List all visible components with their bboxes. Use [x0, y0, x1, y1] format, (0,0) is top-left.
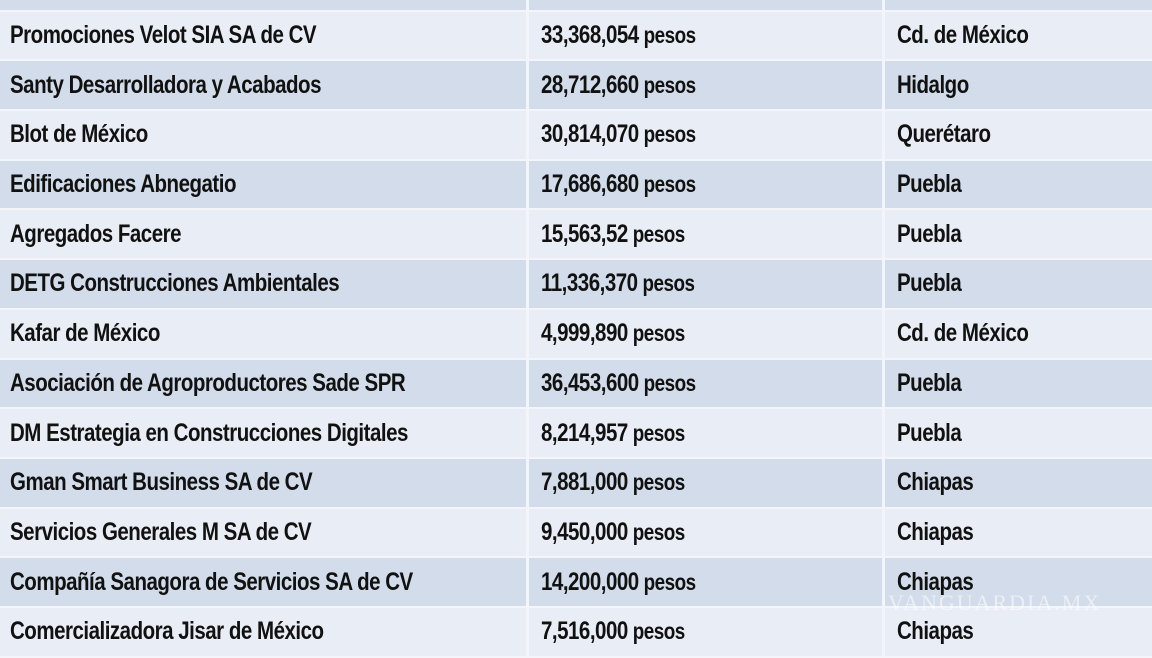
amount-unit: pesos — [643, 369, 697, 396]
amount-cell: 11,336,370 pesos — [529, 260, 885, 308]
amount-cell: 15,563,52 pesos — [529, 210, 885, 259]
amount-value: 14,200,000 — [541, 567, 639, 596]
amount-unit: pesos — [643, 71, 697, 98]
table-row: Agregados Facere 15,563,52 pesos Puebla — [0, 210, 1152, 261]
state-cell: Cd. de México — [897, 21, 1029, 50]
amount-cell: 7,516,000 pesos — [529, 607, 885, 656]
company-cell: Blot de México — [0, 111, 529, 159]
state-cell: Puebla — [897, 269, 962, 298]
state-cell: Puebla — [897, 418, 962, 447]
amount-value: 11,336,370 — [541, 269, 638, 298]
amount-value: 7,516,000 — [541, 617, 628, 646]
amount-unit: pesos — [632, 469, 686, 496]
amount-unit: pesos — [632, 419, 686, 446]
amount-value: 28,712,660 — [541, 70, 639, 99]
company-cell: Agregados Facere — [0, 210, 529, 259]
table-row: Servicios Generales M SA de CV 9,450,000… — [0, 508, 1152, 559]
state-cell: Puebla — [897, 170, 962, 199]
state-cell: Hidalgo — [897, 70, 969, 99]
state-cell: Chiapas — [897, 517, 974, 546]
state-cell: Chiapas — [897, 468, 974, 497]
amount-cell — [529, 0, 885, 10]
table-row: DM Estrategia en Construcciones Digitale… — [0, 409, 1152, 459]
amount-cell: 17,686,680 pesos — [529, 160, 885, 209]
amount-unit: pesos — [632, 518, 686, 545]
company-cell: Edificaciones Abnegatio — [0, 160, 529, 209]
amount-value: 30,814,070 — [541, 120, 639, 149]
table-row: Santy Desarrolladora y Acabados 28,712,6… — [0, 61, 1152, 112]
amount-cell: 7,881,000 pesos — [529, 458, 885, 507]
amount-cell: 4,999,890 pesos — [529, 309, 885, 358]
table-row: Gman Smart Business SA de CV 7,881,000 pe… — [0, 458, 1152, 509]
company-cell: DETG Construcciones Ambientales — [0, 260, 529, 308]
amount-cell: 36,453,600 pesos — [529, 359, 885, 408]
table-row: Compañía Sanagora de Servicios SA de CV … — [0, 558, 1152, 608]
state-cell: Puebla — [897, 219, 962, 248]
amount-unit: pesos — [632, 320, 686, 347]
company-cell: Santy Desarrolladora y Acabados — [0, 61, 529, 110]
amount-value: 15,563,52 — [541, 219, 628, 248]
state-cell: Cd. de México — [897, 319, 1029, 348]
company-cell: Comercializadora Jisar de México — [0, 607, 529, 656]
table-row: Kafar de México 4,999,890 pesos Cd. de Mé… — [0, 309, 1152, 360]
table-row: DETG Construcciones Ambientales 11,336,3… — [0, 260, 1152, 310]
company-cell: Compañía Sanagora de Servicios SA de CV — [0, 558, 529, 606]
amount-cell: 8,214,957 pesos — [529, 409, 885, 457]
amount-unit: pesos — [632, 220, 686, 247]
company-cell: Servicios Generales M SA de CV — [0, 508, 529, 557]
company-cell: Promociones Velot SIA SA de CV — [0, 11, 529, 60]
amount-unit: pesos — [643, 121, 697, 148]
table-row: Comercializadora Jisar de México 7,516,0… — [0, 607, 1152, 658]
company-cell: Asociación de Agroproductores Sade SPR — [0, 359, 529, 408]
amount-cell: 9,450,000 pesos — [529, 508, 885, 557]
state-cell: Chiapas — [897, 567, 974, 596]
amount-value: 17,686,680 — [541, 170, 639, 199]
amount-unit: pesos — [643, 22, 697, 49]
amount-cell: 28,712,660 pesos — [529, 61, 885, 110]
company-cell: DM Estrategia en Construcciones Digitale… — [0, 409, 529, 457]
state-cell: Puebla — [897, 368, 962, 397]
state-cell: Chiapas — [897, 617, 974, 646]
table-row-partial — [0, 0, 1152, 12]
amount-value: 33,368,054 — [541, 21, 639, 50]
table-row: Blot de México 30,814,070 pesos Querétaro — [0, 111, 1152, 161]
amount-value: 7,881,000 — [541, 468, 628, 497]
state-cell — [885, 0, 1152, 10]
company-cell: Gman Smart Business SA de CV — [0, 458, 529, 507]
amount-value: 4,999,890 — [541, 319, 628, 348]
amount-cell: 33,368,054 pesos — [529, 11, 885, 60]
amount-unit: pesos — [643, 171, 697, 198]
state-cell: Querétaro — [897, 120, 991, 149]
company-cell: Kafar de México — [0, 309, 529, 358]
amount-unit: pesos — [632, 618, 686, 645]
table-row: Promociones Velot SIA SA de CV 33,368,05… — [0, 11, 1152, 62]
amount-unit: pesos — [642, 270, 695, 297]
table-row: Asociación de Agroproductores Sade SPR 3… — [0, 359, 1152, 410]
amount-value: 9,450,000 — [541, 517, 628, 546]
table-row: Edificaciones Abnegatio 17,686,680 pesos … — [0, 160, 1152, 211]
company-cell — [0, 0, 529, 10]
amount-value: 36,453,600 — [541, 368, 639, 397]
amount-cell: 30,814,070 pesos — [529, 111, 885, 159]
amount-unit: pesos — [643, 568, 697, 595]
amount-value: 8,214,957 — [541, 418, 628, 447]
amount-cell: 14,200,000 pesos — [529, 558, 885, 606]
